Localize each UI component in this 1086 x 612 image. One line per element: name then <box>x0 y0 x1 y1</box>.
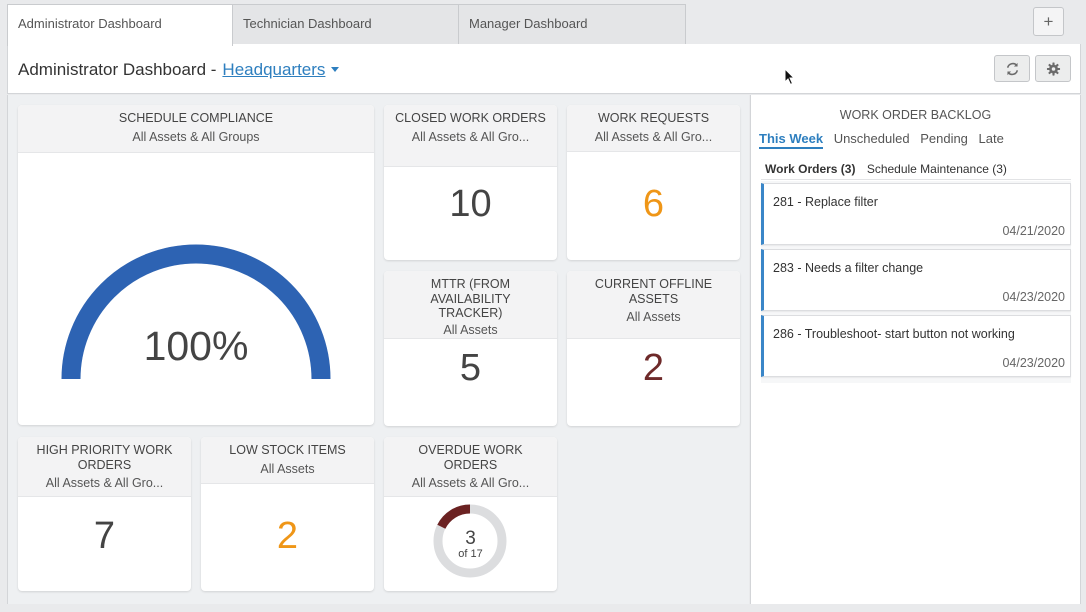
widget-title: CURRENT OFFLINE ASSETS <box>594 277 713 306</box>
widget-title: LOW STOCK ITEMS <box>229 443 346 457</box>
dashboard-tab-bar: Administrator Dashboard Technician Dashb… <box>0 0 1086 46</box>
low-stock-items-widget[interactable]: LOW STOCK ITEMS All Assets 2 <box>201 437 374 591</box>
low-stock-value: 2 <box>276 515 299 557</box>
work-order-date: 04/21/2020 <box>1002 224 1065 238</box>
dashboard-header: Administrator Dashboard - Headquarters <box>7 44 1081 94</box>
widget-title: OVERDUE WORK ORDERS <box>418 443 523 472</box>
widget-subtitle: All Assets & All Gro... <box>411 129 530 144</box>
overdue-work-orders-widget[interactable]: OVERDUE WORK ORDERS All Assets & All Gro… <box>384 437 557 591</box>
work-order-date: 04/23/2020 <box>1002 356 1065 370</box>
widget-title: SCHEDULE COMPLIANCE <box>118 111 274 125</box>
widget-subtitle: All Assets & All Gro... <box>411 476 530 490</box>
work-order-title: 286 - Troubleshoot- start button not wor… <box>773 327 1015 341</box>
widget-subtitle: All Assets & All Groups <box>132 129 260 144</box>
work-requests-widget[interactable]: WORK REQUESTS All Assets & All Gro... 6 <box>567 105 740 260</box>
work-order-date: 04/23/2020 <box>1002 290 1065 304</box>
page-title: Administrator Dashboard - Headquarters <box>18 60 340 80</box>
high-priority-value: 7 <box>93 515 116 557</box>
work-order-item[interactable]: 281 - Replace filter 04/21/2020 <box>761 183 1071 245</box>
widget-header: CLOSED WORK ORDERS All Assets & All Gro.… <box>384 105 557 167</box>
work-order-item[interactable]: 286 - Troubleshoot- start button not wor… <box>761 315 1071 377</box>
widget-title: MTTR (FROM AVAILABILITY TRACKER) <box>430 277 511 320</box>
widget-title: WORK REQUESTS <box>597 111 710 125</box>
high-priority-work-orders-widget[interactable]: HIGH PRIORITY WORK ORDERS All Assets & A… <box>18 437 191 591</box>
mttr-value: 5 <box>459 347 482 389</box>
settings-button[interactable] <box>1035 55 1071 82</box>
widget-header: HIGH PRIORITY WORK ORDERS All Assets & A… <box>18 437 191 497</box>
mouse-pointer-icon <box>784 68 796 86</box>
tab-pending[interactable]: Pending <box>920 131 968 146</box>
widget-title: CLOSED WORK ORDERS <box>395 111 546 125</box>
widget-subtitle: All Assets & All Gro... <box>45 476 164 490</box>
backlog-title: WORK ORDER BACKLOG <box>839 108 992 122</box>
compliance-gauge <box>61 244 331 380</box>
overdue-donut <box>433 504 507 578</box>
widget-subtitle: All Assets <box>626 310 681 324</box>
work-order-item[interactable]: 283 - Needs a filter change 04/23/2020 <box>761 249 1071 311</box>
gauge-fill <box>61 244 331 380</box>
chevron-down-icon[interactable] <box>331 67 340 72</box>
tab-unscheduled[interactable]: Unscheduled <box>833 131 910 146</box>
work-requests-value: 6 <box>642 183 665 225</box>
widget-subtitle: All Assets <box>443 322 498 337</box>
work-order-title: 283 - Needs a filter change <box>773 261 924 275</box>
overdue-count: 3 <box>465 528 476 549</box>
overdue-total: of 17 <box>458 548 483 560</box>
work-order-title: 281 - Replace filter <box>773 195 878 209</box>
widget-header: MTTR (FROM AVAILABILITY TRACKER) All Ass… <box>384 271 557 339</box>
current-offline-assets-widget[interactable]: CURRENT OFFLINE ASSETS All Assets 2 <box>567 271 740 426</box>
tab-late[interactable]: Late <box>978 131 1004 146</box>
mttr-widget[interactable]: MTTR (FROM AVAILABILITY TRACKER) All Ass… <box>384 271 557 426</box>
widget-title: HIGH PRIORITY WORK ORDERS <box>36 443 173 472</box>
work-order-backlog-panel: WORK ORDER BACKLOG This Week Unscheduled… <box>750 95 1081 604</box>
backlog-filter-tabs: This Week Unscheduled Pending Late <box>759 131 1011 149</box>
tab-manager-dashboard[interactable]: Manager Dashboard <box>458 4 686 45</box>
widget-header: OVERDUE WORK ORDERS All Assets & All Gro… <box>384 437 557 497</box>
tab-technician-dashboard[interactable]: Technician Dashboard <box>232 4 459 45</box>
schedule-compliance-widget[interactable]: SCHEDULE COMPLIANCE All Assets & All Gro… <box>18 105 374 425</box>
widget-header: LOW STOCK ITEMS All Assets <box>201 437 374 484</box>
widget-area: SCHEDULE COMPLIANCE All Assets & All Gro… <box>7 95 749 604</box>
gear-icon <box>1046 62 1061 76</box>
page-title-text: Administrator Dashboard - <box>18 60 217 79</box>
location-selector[interactable]: Headquarters <box>222 60 326 79</box>
add-tab-button[interactable]: + <box>1033 7 1064 36</box>
donut-fill <box>437 504 471 529</box>
refresh-icon <box>1006 62 1019 76</box>
closed-work-orders-value: 10 <box>449 183 492 225</box>
widget-subtitle: All Assets & All Gro... <box>594 129 713 144</box>
widget-header: SCHEDULE COMPLIANCE All Assets & All Gro… <box>18 105 374 153</box>
offline-assets-value: 2 <box>642 347 665 389</box>
closed-work-orders-widget[interactable]: CLOSED WORK ORDERS All Assets & All Gro.… <box>384 105 557 260</box>
widget-subtitle: All Assets <box>260 461 315 476</box>
widget-header: CURRENT OFFLINE ASSETS All Assets <box>567 271 740 339</box>
backlog-type-tabs: Work Orders (3) Schedule Maintenance (3) <box>761 160 1071 180</box>
tab-work-orders[interactable]: Work Orders (3) <box>765 162 856 176</box>
refresh-button[interactable] <box>994 55 1030 82</box>
widget-header: WORK REQUESTS All Assets & All Gro... <box>567 105 740 152</box>
tab-administrator-dashboard[interactable]: Administrator Dashboard <box>7 4 233 46</box>
compliance-value: 100% <box>143 323 249 369</box>
tab-schedule-maintenance[interactable]: Schedule Maintenance (3) <box>866 162 1007 176</box>
tab-this-week[interactable]: This Week <box>759 131 824 149</box>
